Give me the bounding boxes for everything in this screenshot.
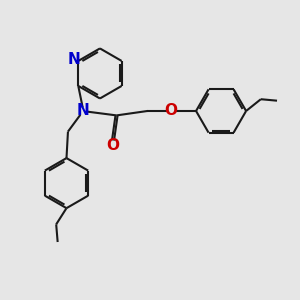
Text: O: O <box>106 138 119 153</box>
Text: N: N <box>68 52 80 67</box>
Text: O: O <box>164 103 178 118</box>
Text: N: N <box>76 103 89 118</box>
